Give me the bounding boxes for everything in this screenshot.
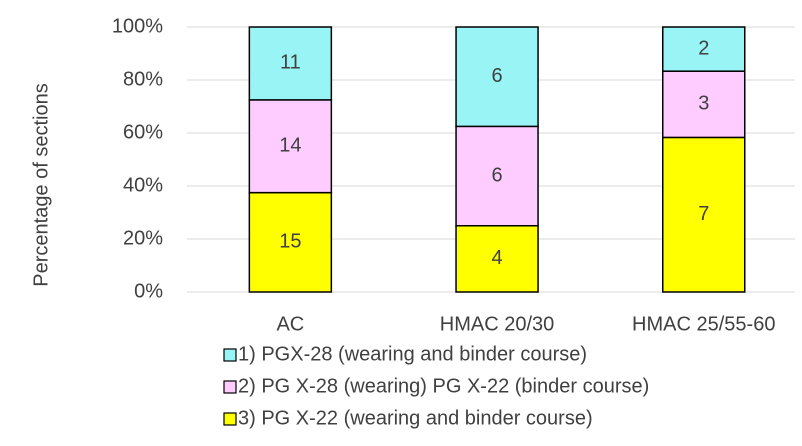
bar-segment <box>662 136 746 293</box>
bar-segment <box>248 99 333 194</box>
y-axis-title: Percentage of sections <box>30 83 52 286</box>
y-tick-label: 40% <box>123 174 163 196</box>
bar-segment <box>455 26 539 128</box>
data-label: 14 <box>279 135 301 157</box>
data-label: 15 <box>279 231 301 253</box>
legend-label: 2) PG X-28 (wearing) PG X-22 (binder cou… <box>238 375 649 397</box>
legend-swatch <box>223 348 237 362</box>
y-tick-label: 0% <box>134 280 163 302</box>
y-tick-label: 80% <box>123 68 163 90</box>
bar-segment <box>248 26 333 101</box>
data-label: 2 <box>698 37 709 59</box>
x-tick-label: HMAC 20/30 <box>440 313 555 335</box>
data-label: 11 <box>280 52 301 74</box>
y-tick-label: 20% <box>123 227 163 249</box>
data-label: 4 <box>491 247 502 269</box>
bar-segment <box>662 26 746 72</box>
legend-swatch <box>223 380 237 394</box>
data-label: 3 <box>698 93 709 115</box>
legend-label: 3) PG X-22 (wearing and binder course) <box>238 407 593 429</box>
y-tick-label: 60% <box>123 121 163 143</box>
bar-segment <box>248 191 333 293</box>
data-label: 6 <box>491 65 502 87</box>
y-tick-label: 100% <box>112 15 163 37</box>
legend-label: 1) PGX-28 (wearing and binder course) <box>238 343 587 365</box>
data-label: 6 <box>491 164 502 186</box>
bar-segment <box>455 125 539 227</box>
data-label: 7 <box>698 203 709 225</box>
x-tick-label: HMAC 25/55-60 <box>632 313 775 335</box>
x-tick-label: AC <box>276 313 304 335</box>
bar-segment <box>662 70 746 139</box>
legend-swatch <box>223 412 237 426</box>
